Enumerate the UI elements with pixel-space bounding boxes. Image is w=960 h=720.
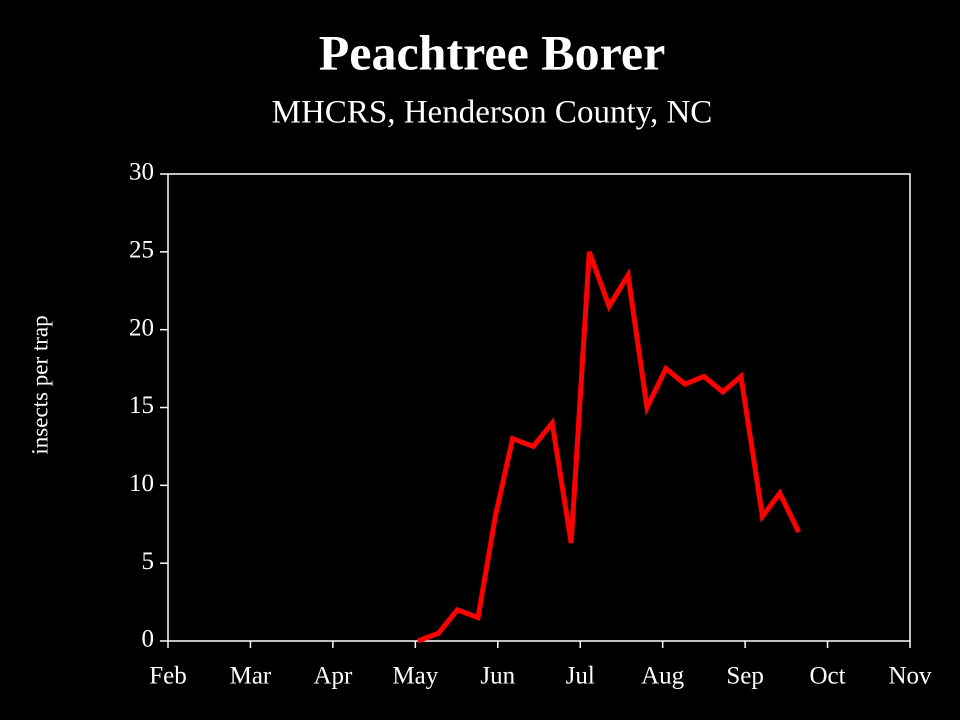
x-tick-label: May — [392, 663, 438, 690]
plot-frame — [167, 173, 911, 642]
y-tick-label: 20 — [129, 314, 154, 341]
x-tick-label: Mar — [230, 663, 272, 690]
y-axis-label: insects per trap — [27, 315, 52, 454]
data-line — [416, 250, 801, 644]
x-tick-label: Nov — [888, 663, 932, 690]
x-tick-label: Apr — [313, 663, 353, 690]
x-tick-label: Feb — [149, 663, 187, 690]
x-tick-label: Jul — [566, 663, 595, 690]
y-tick-label: 0 — [142, 626, 155, 653]
y-tick-label: 30 — [129, 159, 154, 186]
y-tick-label: 10 — [129, 470, 154, 497]
x-tick-label: Sep — [726, 663, 764, 690]
chart-subtitle: MHCRS, Henderson County, NC — [272, 95, 713, 131]
x-tick-label: Aug — [641, 663, 685, 690]
x-tick-label: Oct — [810, 663, 846, 690]
y-tick-label: 15 — [129, 392, 154, 419]
chart-title: Peachtree Borer — [319, 24, 666, 80]
x-tick-label: Jun — [480, 663, 515, 690]
y-tick-label: 25 — [129, 237, 154, 264]
y-tick-label: 5 — [142, 548, 155, 575]
